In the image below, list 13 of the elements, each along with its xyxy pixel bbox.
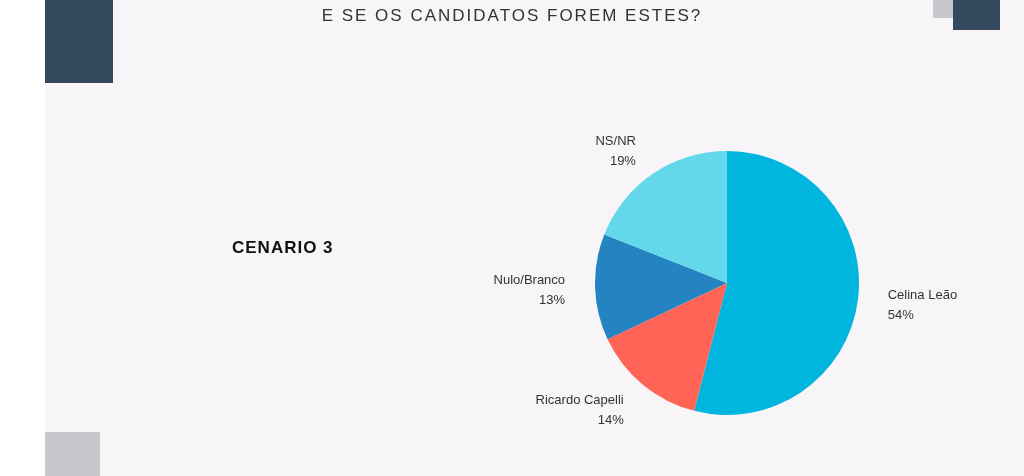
- pie-slice: [595, 234, 727, 340]
- data-label: 19%: [609, 153, 637, 169]
- slice-label: NS/NR: [595, 133, 636, 149]
- data-label: 14%: [597, 411, 625, 427]
- data-label: 13%: [539, 292, 566, 308]
- slice-label: Celina Leão: [887, 287, 958, 303]
- pie-slice: [604, 151, 727, 283]
- slice-label: Ricardo Capelli: [535, 391, 624, 407]
- slice-label: Nulo/Branco: [493, 272, 566, 288]
- pie-slice: [694, 151, 859, 415]
- chart-title: E SE OS CANDIDATOS FOREM ESTES?: [320, 6, 704, 26]
- text: CENARIO 3: [232, 238, 334, 258]
- data-label: 54%: [887, 307, 915, 323]
